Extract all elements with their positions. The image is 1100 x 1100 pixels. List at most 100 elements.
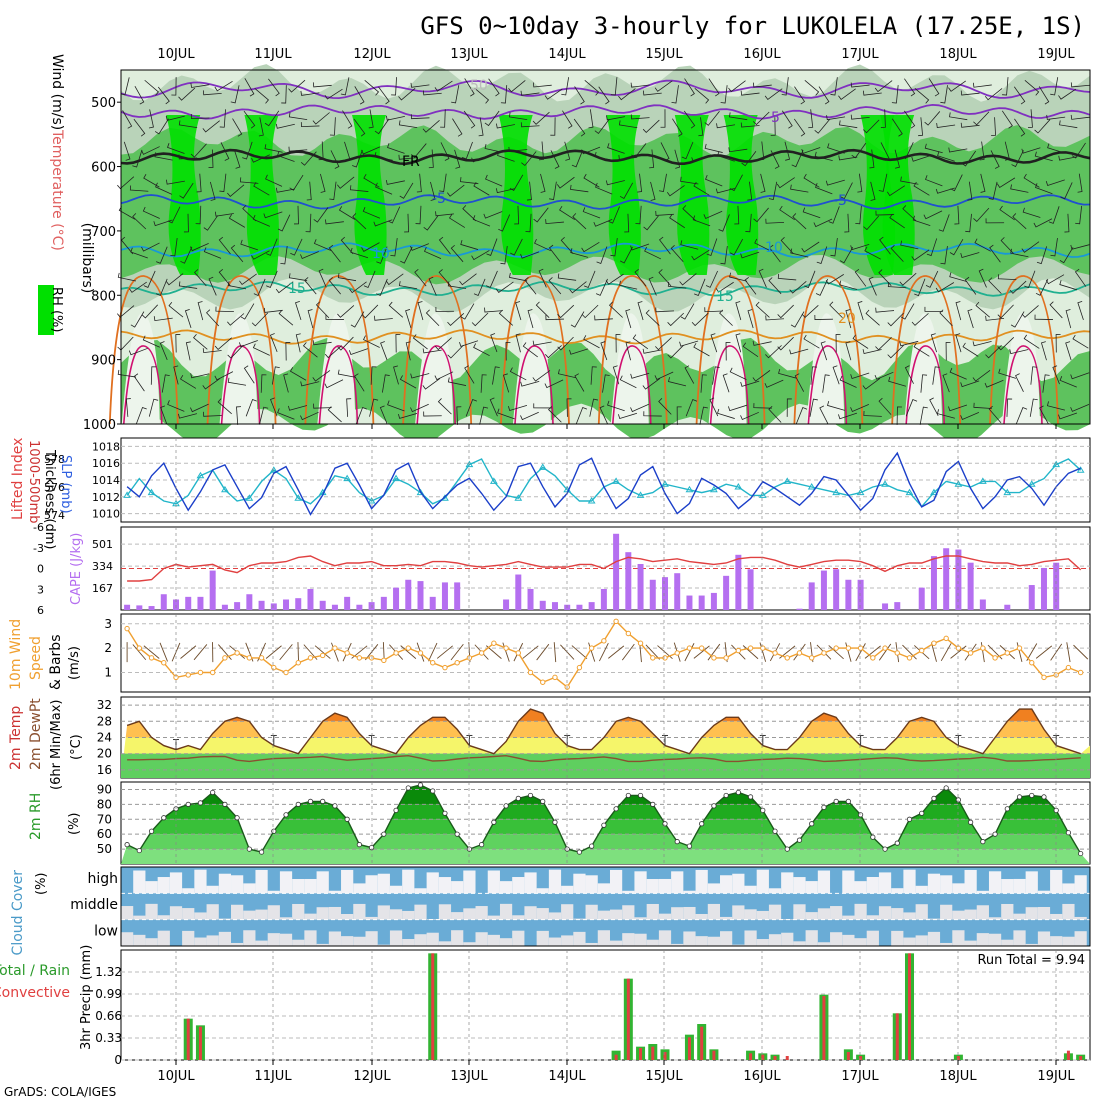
cape-bar: [124, 604, 131, 610]
wind-barb: [619, 280, 638, 290]
wind-barb-10m: [522, 645, 539, 659]
ytick-slp: 1010: [92, 508, 120, 521]
wind-barb: [596, 246, 608, 264]
cloud-bar: [451, 912, 464, 920]
wind-barb: [764, 88, 783, 101]
ylabel-wind10m: 10m Wind: [8, 619, 24, 690]
wind-barb-10m: [845, 642, 852, 662]
cloud-bar: [768, 904, 782, 920]
wind-barb: [974, 238, 991, 252]
cape-bar: [405, 579, 412, 610]
wind-barb: [329, 117, 336, 136]
wind-barb: [447, 377, 467, 386]
wind-barb: [747, 309, 754, 329]
cloud-bar: [671, 943, 684, 946]
surface-isotherm-warm: [1003, 345, 1043, 425]
wind-barb: [575, 407, 588, 425]
wind-barb: [618, 412, 638, 420]
cape-bar: [1040, 567, 1047, 610]
date-label-top: 17JUL: [841, 47, 879, 62]
wind-barb: [214, 337, 232, 351]
wind-barb: [289, 174, 304, 191]
wind-barb: [839, 246, 854, 264]
wind-barb: [718, 214, 730, 232]
wind-barb: [764, 379, 784, 388]
cloud-bar: [316, 907, 329, 920]
wind-barb: [300, 90, 320, 96]
rh-marker: [332, 803, 338, 809]
cloud-bar: [414, 888, 427, 894]
cape-bar: [576, 604, 583, 610]
wind-barb: [942, 373, 950, 393]
wind-barb: [989, 244, 1001, 263]
wind-barb: [228, 214, 246, 228]
wind-barb: [1042, 374, 1050, 393]
wind-barb: [715, 281, 734, 293]
wind-barb: [387, 143, 405, 154]
wind-barb: [911, 249, 930, 261]
wind-marker: [1016, 645, 1023, 651]
wind-barb: [1027, 109, 1033, 128]
cloud-bar: [279, 933, 293, 946]
wind-barb: [735, 301, 742, 321]
thickness-line-marker: [294, 494, 303, 501]
wind-barb: [679, 273, 697, 286]
wind-barb: [206, 309, 220, 327]
wind-marker: [148, 655, 155, 661]
precip-conv-bar: [198, 1026, 202, 1060]
cloud-bar: [891, 930, 904, 946]
wind-barb: [945, 342, 951, 361]
ylabel-rh-unit: (%): [67, 813, 82, 836]
wind-barb: [862, 90, 882, 96]
cape-bar: [894, 602, 901, 610]
wind-barb: [515, 301, 522, 321]
wind-barb: [141, 242, 160, 252]
wind-barb: [752, 82, 772, 88]
wind-barb: [654, 80, 673, 92]
wind-barb: [532, 82, 552, 88]
wind-marker: [943, 635, 949, 642]
rh-marker: [552, 819, 558, 825]
wind-barb: [557, 304, 575, 319]
rh-marker: [943, 785, 949, 791]
wind-barb: [605, 273, 624, 285]
cloud-bar: [964, 909, 977, 920]
wind-barb: [485, 174, 503, 187]
wind-barb: [905, 399, 918, 417]
wind-barb: [1039, 405, 1049, 424]
cloud-bar: [365, 916, 378, 920]
wind-barb: [263, 211, 283, 219]
cloud-bar: [585, 942, 598, 946]
wind-barb: [634, 268, 647, 287]
cape-bar: [295, 598, 302, 610]
wind-barb: [1009, 349, 1029, 355]
cloud-bar: [267, 890, 280, 894]
cloud-bar: [377, 873, 390, 894]
wind-marker: [478, 650, 485, 656]
wind-barb: [405, 309, 412, 329]
wind-barb: [202, 378, 221, 390]
wind-barb: [439, 173, 447, 192]
rh-marker: [454, 831, 460, 837]
cape-bar: [1028, 585, 1035, 610]
wind-barb: [967, 181, 973, 201]
surface-isotherm: [597, 275, 668, 425]
cloud-bar: [463, 908, 476, 920]
wind-marker: [246, 655, 253, 661]
wind-barb: [964, 276, 977, 295]
precip-conv-bar: [773, 1056, 777, 1060]
rh-dry-cell: [610, 313, 649, 424]
wind-barb-10m: [1073, 644, 1089, 660]
wind-barb: [984, 88, 1003, 101]
wind-barb: [786, 398, 792, 417]
wind-barb: [232, 118, 243, 137]
cape-bar: [967, 562, 974, 610]
wind-barb: [417, 301, 424, 321]
rh-dry-cell: [512, 313, 551, 424]
wind-barb: [607, 143, 625, 154]
date-label-top: 16JUL: [743, 47, 781, 62]
wind-barb: [532, 340, 552, 346]
cloud-bar: [524, 872, 537, 894]
wind-barb: [277, 408, 295, 420]
wind-barb: [868, 276, 877, 296]
